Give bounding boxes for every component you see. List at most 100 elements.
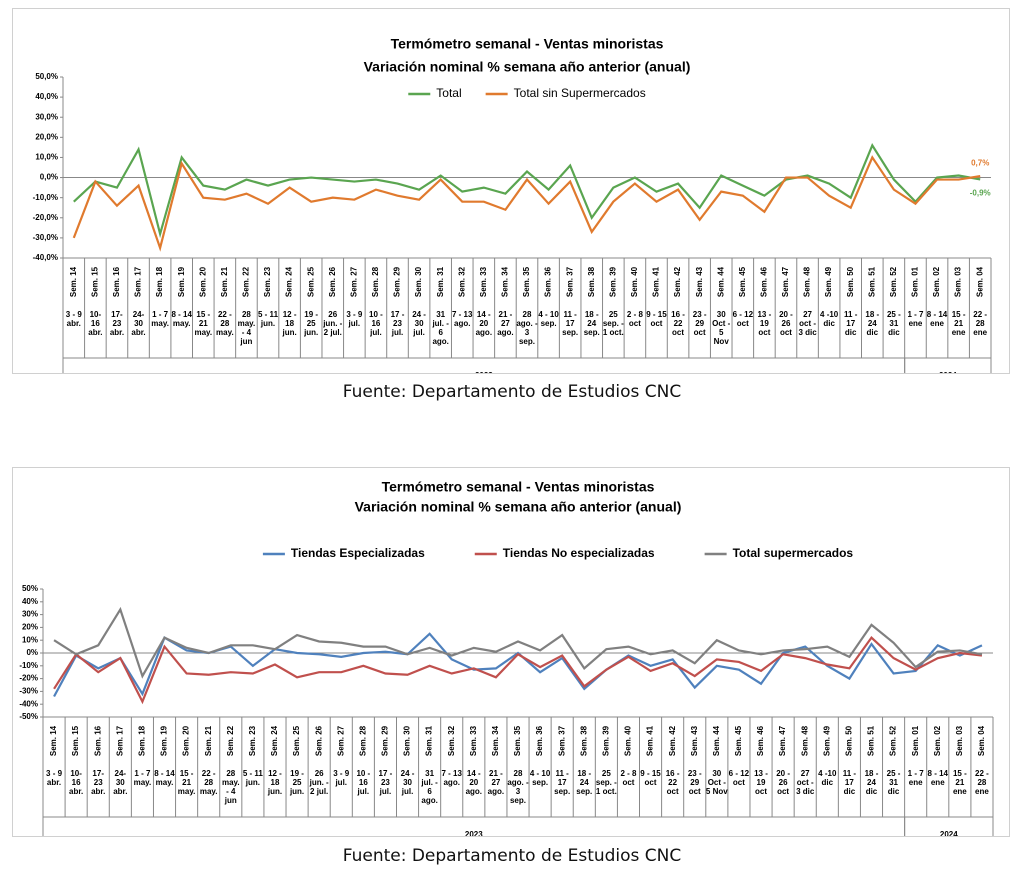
x-sublabel-box: 15 - 21 may.	[194, 310, 212, 337]
series-line	[73, 142, 981, 239]
x-tick-label: Sem. 44	[716, 266, 725, 297]
x-sublabel: 19 - 25 jun.	[289, 769, 305, 796]
x-tick-label: Sem. 14	[69, 266, 78, 297]
x-tick-label: Sem. 40	[624, 725, 633, 756]
x-tick-label: Sem. 38	[587, 266, 596, 297]
chart: Termómetro semanal - Ventas minoristas Va…	[12, 8, 1010, 374]
x-sublabel-box: 14 - 20 ago.	[476, 310, 492, 337]
x-tick-label: Sem. 34	[491, 725, 500, 756]
y-tick-label: 50%	[22, 584, 38, 593]
x-tick-label: Sem. 24	[285, 266, 294, 297]
x-tick-label: Sem. 14	[49, 725, 58, 756]
x-tick-label: Sem. 01	[911, 725, 920, 756]
x-sublabel: 28 may. - 4 jun	[221, 769, 240, 805]
y-tick-label: -20,0%	[33, 213, 58, 222]
x-tick-label: Sem. 15	[90, 266, 99, 297]
x-tick-label: Sem. 16	[93, 725, 102, 756]
source: Fuente: Departamento de Estudios CNC	[342, 846, 682, 866]
x-sublabel-box: 19 - 25 jun.	[304, 310, 319, 337]
x-sublabel: 6 - 12 oct	[732, 310, 754, 328]
x-sublabel: 15 - 21 may.	[177, 769, 196, 796]
x-sublabel-box: 21 - 27 ago.	[488, 769, 504, 796]
x-sublabel: 25 - 31 dic	[886, 769, 901, 796]
x-sublabel: 24- 30 abr.	[113, 769, 128, 796]
x-sublabel-box: 22 - 28 may.	[200, 769, 218, 796]
x-sublabel-box: 25 - 31 dic	[886, 769, 901, 796]
x-sublabel: 26 jun. - 2 jul.	[323, 310, 343, 337]
x-sublabel-box: 17 - 23 jul.	[379, 769, 393, 796]
x-tick-label: Sem. 44	[712, 725, 721, 756]
x-sublabel: 8 - 14 ene	[927, 769, 948, 787]
x-sublabel-box: 8 - 14 ene	[927, 769, 948, 787]
x-tick-label: Sem. 26	[314, 725, 323, 756]
x-sublabel-box: 25 sep. - 1 oct.	[603, 310, 624, 337]
x-sublabel: 31 jul. - 6 ago.	[432, 310, 449, 346]
x-sublabel: 2 - 8 oct	[620, 769, 637, 787]
y-tick-label: 20%	[22, 623, 38, 632]
x-tick-label: Sem. 30	[414, 266, 423, 297]
x-sublabel: 18 - 24 dic	[864, 769, 879, 796]
x-sublabel: 4 - 10 sep.	[538, 310, 559, 328]
x-tick-label: Sem. 36	[544, 266, 553, 297]
x-sublabel-box: 28 ago. - 3 sep.	[507, 769, 528, 805]
x-tick-label: Sem. 25	[292, 725, 301, 756]
x-sublabel-box: 28 may. - 4 jun	[238, 310, 256, 346]
x-tick-label: Sem. 39	[608, 266, 617, 297]
y-tick-label: -10,0%	[33, 193, 58, 202]
x-sublabel-box: 4 -10 dic	[820, 310, 838, 328]
x-sublabel-box: 8 - 14 ene	[927, 310, 947, 328]
x-sublabel: 23 - 29 oct	[687, 769, 702, 796]
x-sublabel: 12 - 18 jun.	[282, 310, 297, 337]
y-tick-label: 30,0%	[35, 112, 58, 121]
x-sublabel: 13 - 19 oct	[757, 310, 772, 337]
x-sublabel: 14 - 20 ago.	[465, 769, 483, 796]
x-sublabel-box: 9 - 15 oct	[646, 310, 667, 328]
x-tick-label: Sem. 50	[845, 725, 854, 756]
x-sublabel: 4 -10 dic	[818, 769, 837, 787]
x-sublabel-box: 18 - 24 dic	[864, 769, 879, 796]
x-tick-label: Sem. 41	[652, 266, 661, 297]
x-tick-label: Sem. 37	[557, 725, 566, 756]
x-sublabel: 27 oct - 3 dic	[796, 769, 815, 796]
x-sublabel: 17- 23 abr.	[109, 310, 125, 337]
x-sublabel-box: 27 oct - 3 dic	[798, 310, 816, 337]
x-tick-label: Sem. 38	[579, 725, 588, 756]
x-tick-label: Sem. 50	[846, 266, 855, 297]
x-sublabel: 9 - 15 oct	[646, 310, 667, 328]
x-tick-label: Sem. 28	[358, 725, 367, 756]
x-tick-label: Sem. 29	[393, 266, 402, 297]
y-tick-label: 10%	[22, 635, 38, 644]
x-tick-label: Sem. 51	[867, 725, 876, 756]
x-group-label: 2023	[465, 830, 483, 837]
x-tick-label: Sem. 03	[954, 266, 963, 297]
x-sublabel: 7 - 13 ago.	[441, 769, 462, 787]
x-tick-label: Sem. 04	[975, 266, 984, 297]
x-tick-label: Sem. 33	[479, 266, 488, 297]
x-tick-label: Sem. 03	[955, 725, 964, 756]
x-sublabel-box: 11 - 17 dic	[844, 310, 857, 337]
x-sublabel-box: 3 - 9 jul.	[333, 769, 349, 787]
x-sublabel-box: 22 - 28 ene	[973, 310, 987, 337]
x-sublabel-box: 17- 23 abr.	[109, 310, 125, 337]
x-sublabel-box: 1 - 7 ene	[908, 769, 924, 787]
x-sublabel-box: 12 - 18 jun.	[282, 310, 297, 337]
x-sublabel-box: 24- 30 abr.	[113, 769, 128, 796]
y-tick-label: 0,0%	[40, 173, 58, 182]
x-sublabel: 28 ago. - 3 sep.	[516, 310, 538, 346]
series-line	[53, 606, 983, 679]
x-sublabel-box: 1 - 7 may.	[134, 769, 152, 787]
x-sublabel-box: 4 - 10 sep.	[538, 310, 559, 328]
x-sublabel: 3 - 9 abr.	[46, 769, 63, 787]
x-tick-label: Sem. 01	[911, 266, 920, 297]
x-sublabel-box: 5 - 11 jun.	[243, 769, 263, 787]
legend-label: Total	[436, 86, 461, 100]
x-sublabel-box: 20 - 26 oct	[776, 769, 790, 796]
x-sublabel-box: 17- 23 abr.	[91, 769, 105, 796]
x-tick-label: Sem. 32	[447, 725, 456, 756]
x-sublabel: 11 - 17 dic	[842, 769, 857, 796]
x-sublabel: 19 - 25 jun.	[304, 310, 319, 337]
x-sublabel: 25 sep. - 1 oct.	[595, 769, 617, 796]
x-tick-label: Sem. 49	[824, 266, 833, 297]
x-sublabel-box: 31 jul. - 6 ago.	[432, 310, 449, 346]
